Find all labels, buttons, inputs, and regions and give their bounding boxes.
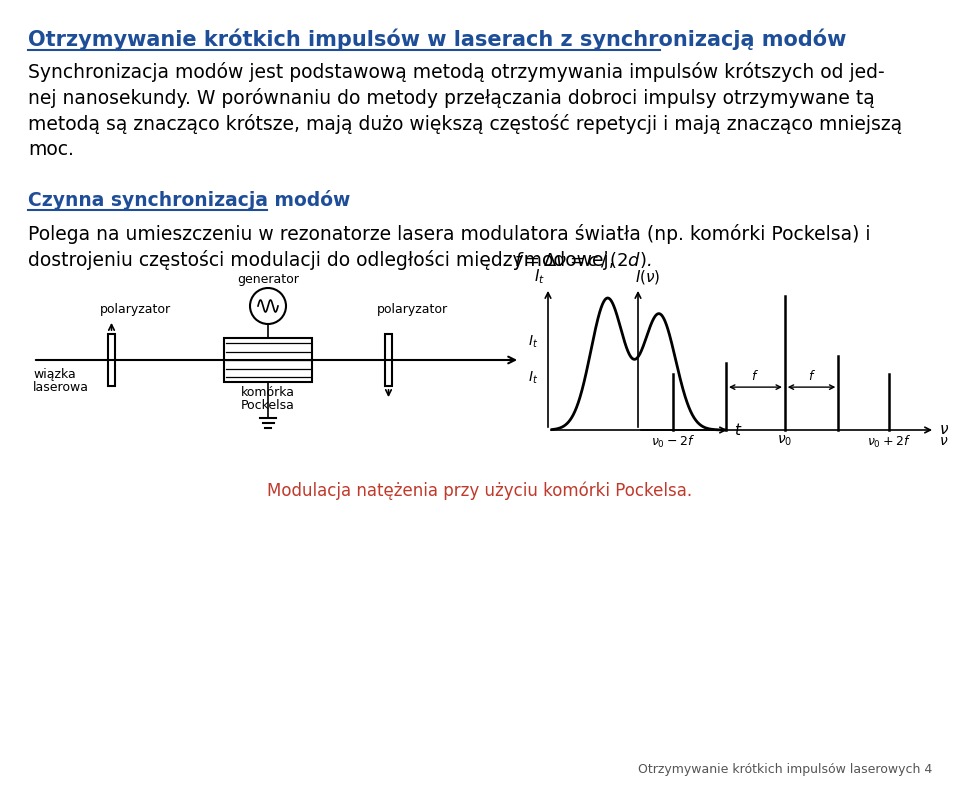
Text: dostrojeniu częstości modulacji do odległości międzymodowej,: dostrojeniu częstości modulacji do odleg… [28,250,614,270]
Text: $\nu$: $\nu$ [939,434,948,448]
Text: $f$: $f$ [807,369,816,383]
Text: polaryzator: polaryzator [100,303,171,316]
Text: $I_t$: $I_t$ [534,267,545,286]
Text: Modulacja natężenia przy użyciu komórki Pockelsa.: Modulacja natężenia przy użyciu komórki … [268,482,692,501]
Text: $\nu_0$: $\nu_0$ [778,434,792,449]
Text: Pockelsa: Pockelsa [241,399,295,412]
Text: Czynna synchronizacja modów: Czynna synchronizacja modów [28,190,350,210]
Text: laserowa: laserowa [33,381,89,394]
Text: $I_t$: $I_t$ [528,370,539,386]
Text: komórka: komórka [241,386,295,399]
Text: metodą są znacząco krótsze, mają dużo większą częstość repetycji i mają znacząco: metodą są znacząco krótsze, mają dużo wi… [28,114,902,134]
Text: $I_t$: $I_t$ [528,333,539,350]
Text: $f$: $f$ [752,369,759,383]
Text: $I(\nu)$: $I(\nu)$ [635,268,660,286]
Text: Otrzymywanie krótkich impulsów laserowych 4: Otrzymywanie krótkich impulsów laserowyc… [637,763,932,776]
Text: $\nu_0+2f$: $\nu_0+2f$ [867,434,911,450]
Text: Polega na umieszczeniu w rezonatorze lasera modulatora światła (np. komórki Pock: Polega na umieszczeniu w rezonatorze las… [28,224,871,244]
Text: Otrzymywanie krótkich impulsów w laserach z synchronizacją modów: Otrzymywanie krótkich impulsów w laserac… [28,28,847,50]
Text: $t$: $t$ [734,422,742,438]
Text: generator: generator [237,273,299,286]
Text: wiązka: wiązka [33,368,76,381]
Text: polaryzator: polaryzator [377,303,448,316]
Text: Synchronizacja modów jest podstawową metodą otrzymywania impulsów krótszych od j: Synchronizacja modów jest podstawową met… [28,62,884,82]
Text: $\nu$: $\nu$ [939,423,949,438]
Text: nej nanosekundy. W porównaniu do metody przełączania dobroci impulsy otrzymywane: nej nanosekundy. W porównaniu do metody … [28,88,875,108]
Text: moc.: moc. [28,140,74,159]
Text: $f = \Delta\nu = c\,/\,(2d)$.: $f = \Delta\nu = c\,/\,(2d)$. [509,250,652,270]
Text: $\nu_0-2f$: $\nu_0-2f$ [651,434,695,450]
